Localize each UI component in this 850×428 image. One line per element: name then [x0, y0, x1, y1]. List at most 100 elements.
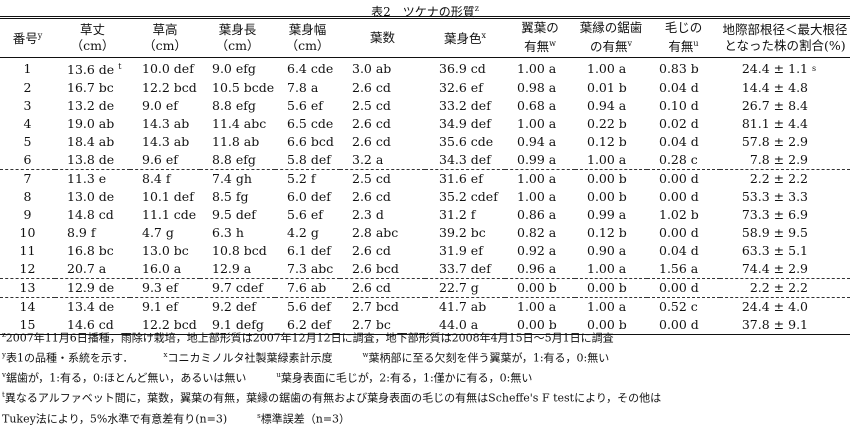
table-cell: 63.3 ± 5.1: [741, 243, 808, 259]
table-cell: 16.0 a: [130, 260, 200, 280]
table-cell: 7.6 ab: [275, 278, 340, 299]
column-header: 草高 （cm）: [130, 16, 200, 58]
table-cell: 22.7 g: [425, 278, 505, 299]
column-header: 葉数: [340, 16, 425, 58]
table-cell: 26.7 ± 8.4: [741, 98, 808, 114]
table-cell: 2.7 bc: [340, 316, 425, 336]
table-cell: 39.2 bc: [439, 225, 486, 241]
table-row: 2 16.7 bc 12.2 bcd 10.5 bcde 7.8 a 2.6 cd 32.6…: [0, 79, 850, 97]
table-cell: 57.8 ± 2.9: [741, 134, 808, 150]
table-cell: 2.6 cd: [352, 116, 391, 132]
table-cell: 6.5 cde: [287, 116, 334, 132]
table-cell: 0.90 a: [587, 243, 627, 259]
table-cell: 33.2 def: [439, 98, 491, 114]
table-cell: 9.2 def: [212, 299, 256, 315]
table-row: 7 11.3 e 8.4 f 7.4 gh 5.2 f 2.5 cd 31.6 ef 1.00…: [0, 170, 850, 189]
table-cell: 0.83 b: [659, 60, 699, 76]
table-cell: 44.0 a: [425, 316, 505, 336]
table-cell: 0.00 b: [505, 278, 575, 299]
table-cell: 0.02 d: [659, 116, 699, 132]
table-cell: 0.12 b: [587, 134, 627, 150]
table-cell: 0.96 a: [505, 260, 575, 280]
table-cell: 53.3 ± 3.3: [741, 189, 808, 205]
table-cell: 1.56 a: [647, 260, 720, 280]
table-cell: 0.12 b: [587, 225, 627, 241]
table-cell: 6.0 def: [287, 189, 331, 205]
column-header: 番号y: [0, 16, 55, 58]
table-cell: 37.8 ± 9.1: [720, 316, 850, 336]
table-cell: 8.5 fg: [212, 189, 249, 205]
table-cell: 2.5 cd: [352, 171, 391, 187]
table-cell: 1.00 a: [517, 299, 557, 315]
table-row: 6 13.8 de 9.6 ef 8.8 efg 5.8 def 3.2 a 34.3 de…: [0, 151, 850, 171]
table-row: 5 18.4 ab 14.3 ab 11.8 ab 6.6 bcd 2.6 cd 35.6 …: [0, 133, 850, 151]
table-cell: 1.00 a: [517, 116, 557, 132]
table-cell: 2.6 cd: [352, 134, 391, 150]
table-cell: 6.6 bcd: [287, 134, 334, 150]
table-body: 1 13.6 de t 10.0 def 9.0 efg 6.4 cde 3.0 ab 36…: [0, 58, 850, 336]
table-cell: 10.1 def: [142, 189, 194, 205]
table-cell: 73.3 ± 6.9: [741, 207, 808, 223]
table-cell: 10.0 def: [142, 60, 194, 76]
table-cell: 0.92 a: [517, 243, 557, 259]
table-cell: 31.6 ef: [439, 171, 483, 187]
table-cell: 1.00 a: [587, 299, 627, 315]
table-cell: 9.0 efg: [212, 60, 256, 76]
table-cell: 8.8 efg: [200, 151, 275, 171]
table-cell: 31.9 ef: [439, 243, 483, 259]
table-cell: 11.4 abc: [212, 116, 267, 132]
table-cell: 2.6 cd: [352, 80, 391, 96]
table-row: 3 13.2 de 9.0 ef 8.8 efg 5.6 ef 2.5 cd 33.2 de…: [0, 97, 850, 115]
table-cell: 16.8 bc: [67, 243, 114, 259]
row-number: 6: [0, 151, 55, 171]
table-cell: 0.86 a: [517, 207, 557, 223]
table-cell: 3.0 ab: [352, 60, 392, 76]
table-cell: 9.0 ef: [142, 98, 178, 114]
table-cell: 0.00 d: [659, 189, 699, 205]
table-cell: 14.8 cd: [67, 207, 114, 223]
table-cell: 10.8 bcd: [212, 243, 267, 259]
table-cell: 34.9 def: [439, 116, 491, 132]
table-cell: 1.00 a: [575, 260, 647, 280]
table-cell: 0.98 a: [517, 80, 557, 96]
table-cell: 6.2 def: [275, 316, 340, 336]
table-cell: 7.3 abc: [275, 260, 340, 280]
footnote-y-x-w: y表1の品種・系統を示す． xコニカミノルタ社製葉緑素計示度 w葉柄部に至る欠刻を伴…: [2, 351, 610, 365]
table-row: 13 12.9 de 9.3 ef 9.7 cdef 7.6 ab 2.6 cd 22.7 …: [0, 278, 850, 299]
table-cell: 11.3 e: [67, 171, 107, 187]
row-number: 8: [23, 189, 32, 205]
row-number: 4: [23, 116, 32, 132]
footnote-t: t異なるアルファベット間に，葉数，翼葉の有無，葉縁の鋸歯の有無および葉身表面の毛…: [2, 391, 662, 406]
column-header: 葉身長 （cm）: [200, 16, 275, 58]
row-number: 2: [23, 80, 32, 96]
table-cell: 1.00 a: [517, 189, 557, 205]
row-number: 12: [0, 260, 55, 280]
table-cell: 14.3 ab: [142, 134, 190, 150]
row-number: 7: [23, 171, 32, 187]
column-header: 草丈 （cm）: [55, 16, 130, 58]
table-cell: 2.6 cd: [340, 278, 425, 299]
table-cell: 11.1 cde: [142, 207, 197, 223]
table-cell: 8.4 f: [142, 171, 171, 187]
table-cell: 11.8 ab: [212, 134, 260, 150]
table-cell: 8.9 f: [67, 225, 96, 241]
traits-table: 番号y 草丈 （cm） 草高 （cm） 葉身長 （cm） 葉身幅 （cm） 葉数 葉身色x 翼葉の 有無…: [0, 16, 850, 336]
table-cell: 2.3 d: [352, 207, 384, 223]
table-cell: 14.3 ab: [142, 116, 190, 132]
table-cell: 36.9 cd: [439, 60, 486, 76]
table-cell: 33.7 def: [425, 260, 505, 280]
table-cell: 2.2 ± 2.2: [720, 278, 850, 299]
table-row: 8 13.0 de 10.1 def 8.5 fg 6.0 def 2.6 cd 35.2 …: [0, 188, 850, 206]
table-cell: 0.99 a: [505, 151, 575, 171]
table-cell: 5.6 ef: [287, 207, 323, 223]
table-cell: 9.5 def: [212, 207, 256, 223]
table-row: 1 13.6 de t 10.0 def 9.0 efg 6.4 cde 3.0 ab 36…: [0, 58, 850, 80]
table-cell: 9.1 defg: [200, 316, 275, 336]
table-cell: 0.52 c: [659, 299, 698, 315]
row-number: 1: [23, 60, 32, 76]
table-cell: 81.1 ± 4.4: [741, 116, 808, 132]
table-cell: 0.82 a: [517, 225, 557, 241]
table-cell: 1.02 b: [659, 207, 699, 223]
table-cell: 13.2 de: [67, 98, 115, 114]
column-header: 葉縁の鋸歯 の有無v: [575, 16, 647, 58]
